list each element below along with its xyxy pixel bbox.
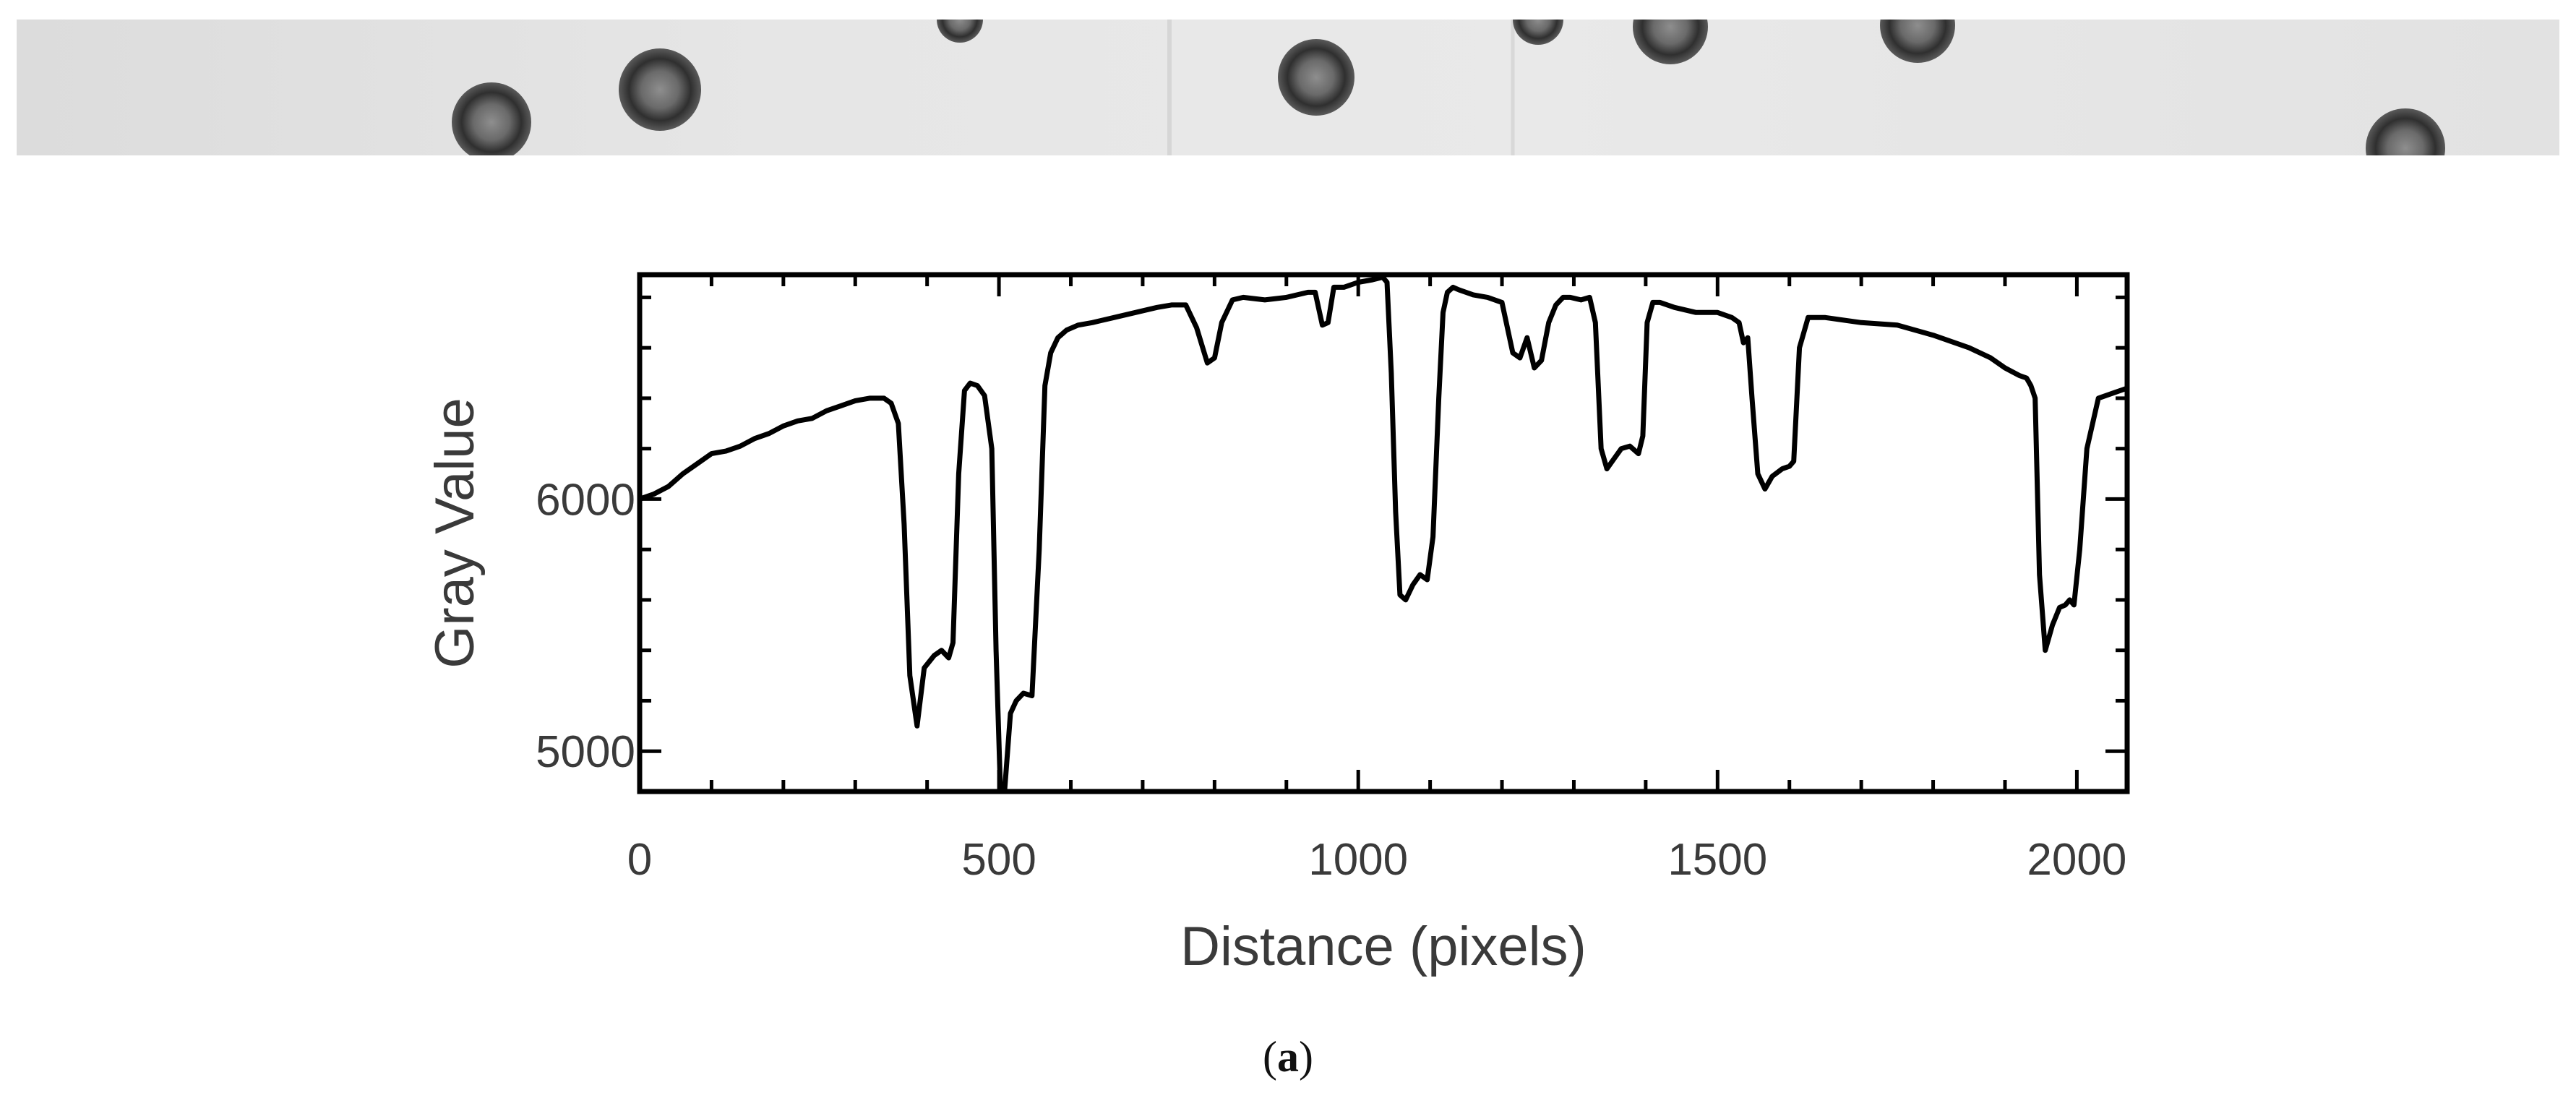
plot-frame [637, 272, 2130, 794]
caption-letter: a [1277, 1033, 1299, 1081]
caption-close-paren: ) [1299, 1033, 1313, 1081]
particle [452, 82, 531, 155]
particle [937, 20, 983, 43]
y-tick-label: 6000 [536, 475, 635, 525]
particle [1513, 20, 1563, 45]
tick-labels: 0 500 1000 1500 2000 5000 6000 [536, 475, 2126, 885]
y-tick-label: 5000 [536, 727, 635, 777]
gray-value-series-line [638, 275, 2129, 792]
figure-caption: (a) [0, 1032, 2576, 1082]
x-tick-label: 1000 [1308, 835, 1408, 885]
particle [2366, 108, 2445, 155]
x-axis-label: Distance (pixels) [1180, 916, 1587, 977]
x-tick-label: 2000 [2027, 835, 2126, 885]
particle [1278, 39, 1354, 116]
axis-ticks [637, 275, 2127, 792]
caption-open-paren: ( [1263, 1033, 1277, 1081]
x-tick-label: 1500 [1667, 835, 1767, 885]
y-axis-label: Gray Value [424, 398, 486, 669]
particle [1880, 20, 1955, 63]
particle-photo-strip [17, 20, 2559, 155]
particle [1633, 20, 1708, 64]
x-tick-label: 0 [627, 835, 652, 885]
particle [619, 48, 701, 131]
x-tick-label: 500 [961, 835, 1036, 885]
